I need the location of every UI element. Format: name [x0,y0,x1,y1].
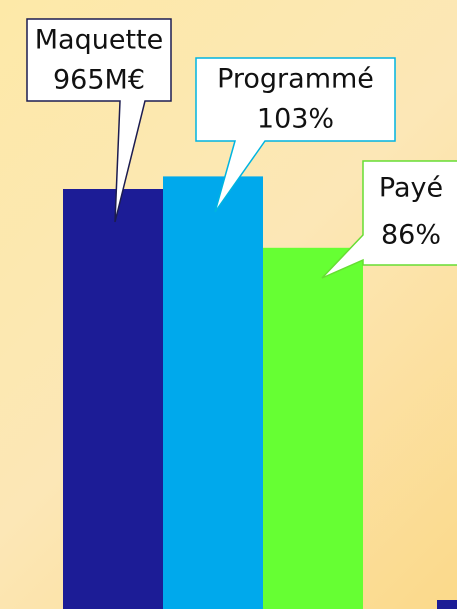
value-label: 103% [257,104,334,135]
callout [26,18,172,223]
callout [195,57,396,213]
category-label: Payé [379,173,443,204]
value-label: 86% [381,220,441,251]
category-label: Programmé [217,64,374,95]
bar [263,247,363,609]
callout [321,160,457,279]
decoration [437,600,457,609]
value-label: 965M€ [53,65,145,96]
bar [63,189,163,609]
bar [163,176,263,609]
category-label: Maquette [35,25,164,56]
